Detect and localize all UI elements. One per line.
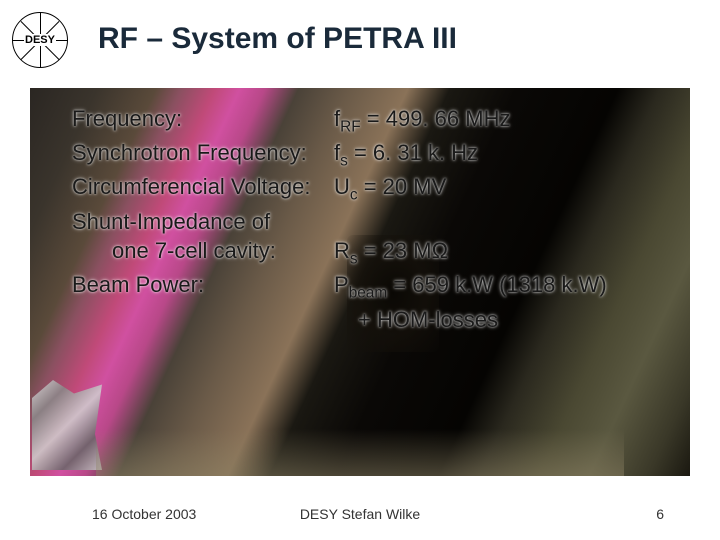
value: Pbeam = 659 k.W (1318 k.W) [272, 270, 690, 304]
slide-title: RF – System of PETRA III [98, 22, 457, 56]
value: fRF = 499. 66 MHz [334, 104, 690, 138]
label: Shunt-Impedance of [72, 207, 334, 237]
content-block: Frequency: fRF = 499. 66 MHz Synchrotron… [72, 104, 690, 334]
row-voltage: Circumferencial Voltage: Uc = 20 MV [72, 172, 690, 206]
row-synchrotron: Synchrotron Frequency: fs = 6. 31 k. Hz [72, 138, 690, 172]
footer: 16 October 2003 DESY Stefan Wilke 6 [0, 506, 720, 522]
row-frequency: Frequency: fRF = 499. 66 MHz [72, 104, 690, 138]
logo-text: DESY [24, 34, 56, 46]
value: Uc = 20 MV [334, 172, 690, 206]
footer-page: 6 [656, 506, 664, 522]
row-shunt-value: one 7-cell cavity: Rs = 23 MΩ [72, 236, 690, 270]
foil-decoration [32, 380, 102, 470]
slide: DESY RF – System of PETRA III Frequency:… [0, 0, 720, 540]
sublabel: one 7-cell cavity: [72, 236, 334, 270]
row-beam: Beam Power: Pbeam = 659 k.W (1318 k.W) [72, 270, 690, 304]
footer-date: 16 October 2003 [92, 506, 196, 522]
hom-losses: + HOM-losses [72, 305, 498, 335]
value: fs = 6. 31 k. Hz [334, 138, 690, 172]
row-shunt-label: Shunt-Impedance of [72, 207, 690, 237]
label: Frequency: [72, 104, 334, 138]
label: Synchrotron Frequency: [72, 138, 334, 172]
label: Beam Power: [72, 270, 272, 304]
label: Circumferencial Voltage: [72, 172, 334, 206]
desy-logo: DESY [12, 12, 70, 70]
row-hom: + HOM-losses [72, 305, 690, 335]
value: Rs = 23 MΩ [334, 236, 690, 270]
